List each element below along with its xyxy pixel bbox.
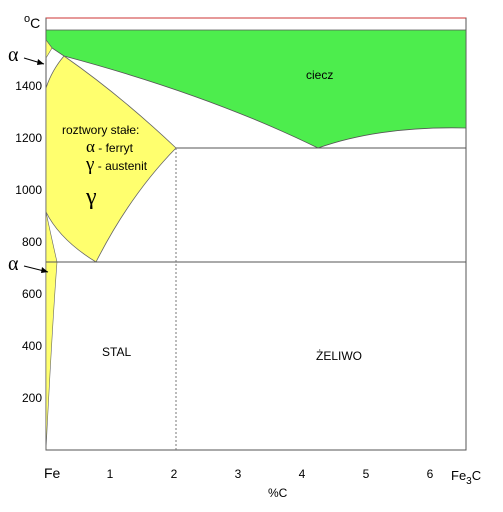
region-label: ciecz — [306, 68, 333, 82]
unit-label: oC — [24, 13, 40, 31]
x-tick-label: 5 — [363, 467, 370, 481]
austenite-region — [45, 55, 177, 263]
region-label: α - ferryt — [86, 137, 134, 156]
x-tick-label: 6 — [427, 467, 434, 481]
region-label: STAL — [102, 345, 131, 359]
y-tick-label: 1200 — [15, 131, 42, 145]
side-label: α — [8, 44, 19, 66]
x-axis-title: %C — [268, 486, 288, 500]
delta-region — [45, 39, 53, 60]
arrowhead — [41, 267, 48, 273]
side-label: α — [8, 253, 19, 275]
region-label: γ — [85, 184, 97, 210]
x-tick-label: 4 — [299, 467, 306, 481]
y-tick-label: 200 — [22, 391, 42, 405]
y-tick-label: 1400 — [15, 79, 42, 93]
region-label: ŻELIWO — [316, 349, 362, 363]
liquid-region — [45, 29, 467, 149]
y-tick-label: 1000 — [15, 183, 42, 197]
x-start-label: Fe — [44, 465, 61, 481]
x-end-label: Fe3C — [451, 468, 481, 487]
ferrite-region — [45, 211, 58, 451]
x-tick-label: 1 — [107, 467, 114, 481]
y-tick-label: 800 — [22, 235, 42, 249]
arrowhead — [37, 59, 44, 65]
region-label: roztwory stałe: — [62, 123, 139, 137]
x-tick-label: 3 — [235, 467, 242, 481]
x-tick-label: 2 — [171, 467, 178, 481]
y-tick-label: 600 — [22, 287, 42, 301]
region-label: γ - austenit — [85, 154, 148, 175]
y-tick-label: 400 — [22, 339, 42, 353]
